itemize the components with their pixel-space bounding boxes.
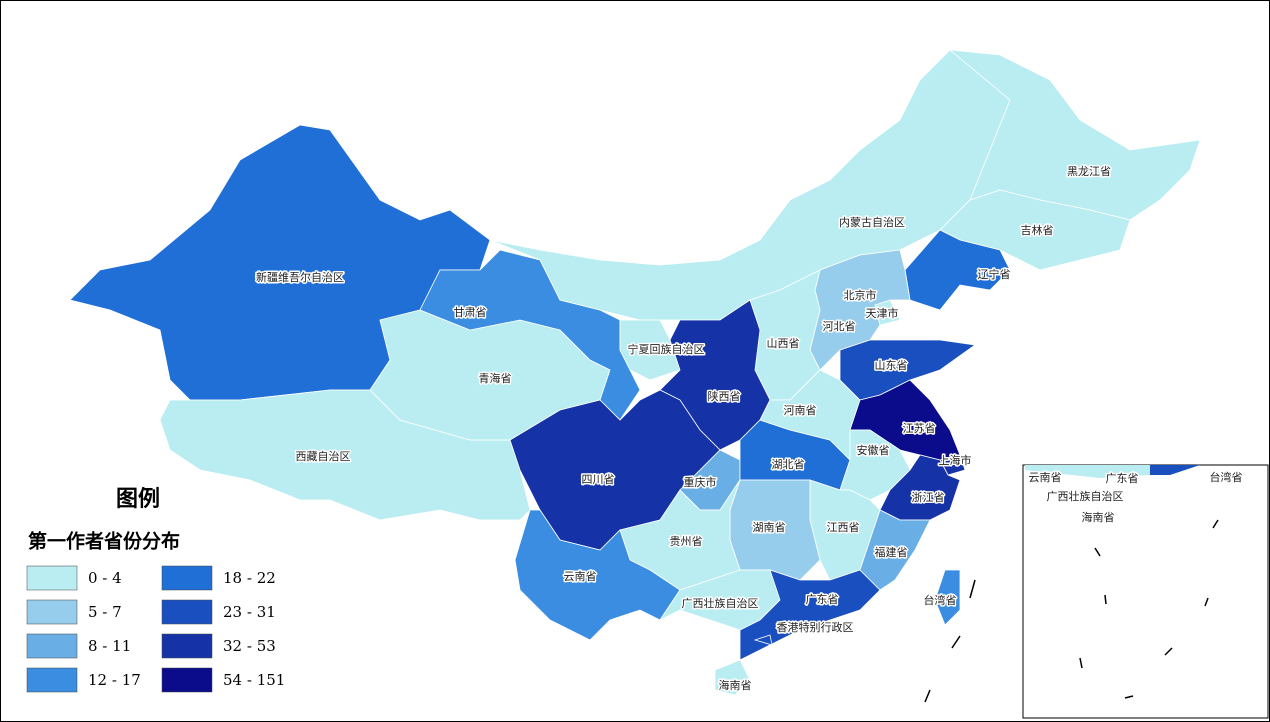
legend-swatch [26, 633, 78, 659]
inset-label: 广东省 [1106, 472, 1139, 485]
province-label: 广东省 [806, 593, 839, 606]
province-label: 江苏省 [903, 422, 936, 435]
province-label: 重庆市 [684, 475, 717, 489]
legend-title: 图例 [116, 487, 160, 512]
province-label: 贵州省 [670, 535, 703, 548]
legend-label: 5 - 7 [88, 603, 122, 621]
inset-frame [1022, 464, 1269, 719]
province [714, 659, 751, 696]
province-label: 云南省 [564, 570, 597, 583]
legend-subtitle: 第一作者省份分布 [28, 530, 180, 553]
inset-label: 台湾省 [1210, 470, 1243, 484]
province [753, 634, 773, 646]
province-label: 上海市 [939, 453, 972, 467]
inset-label: 云南省 [1029, 471, 1062, 484]
legend-label: 18 - 22 [223, 569, 276, 587]
inset-label: 广西壮族自治区 [1047, 489, 1124, 503]
province [948, 49, 1201, 221]
legend-swatch [161, 599, 213, 625]
legend-swatch [26, 667, 78, 693]
province-label: 内蒙古自治区 [839, 215, 905, 229]
legend-label: 23 - 31 [223, 603, 276, 621]
inset-label: 海南省 [1082, 510, 1115, 524]
provinces [69, 49, 1201, 696]
legend-label: 54 - 151 [223, 671, 285, 689]
legend-label: 8 - 11 [88, 637, 131, 655]
legend-label: 12 - 17 [88, 671, 141, 689]
province-label: 黑龙江省 [1067, 165, 1111, 178]
legend-label: 0 - 4 [88, 569, 122, 587]
province [619, 319, 681, 381]
province-label: 香港特别行政区 [777, 620, 854, 634]
province-label: 台湾省 [924, 593, 957, 607]
legend-label: 32 - 53 [223, 637, 276, 655]
province-label: 四川省 [582, 473, 615, 486]
province-label: 广西壮族自治区 [682, 596, 759, 610]
province [859, 509, 931, 591]
province-label: 湖北省 [772, 458, 805, 471]
province-label: 海南省 [719, 678, 752, 692]
legend-swatch [161, 667, 213, 693]
province [839, 429, 911, 501]
province-label: 山西省 [767, 337, 800, 350]
province [739, 569, 881, 661]
province [839, 339, 977, 401]
province-label: 西藏自治区 [296, 449, 351, 463]
province-label: 新疆维吾尔自治区 [256, 270, 344, 284]
province-label: 江西省 [827, 521, 860, 534]
legend-swatch [26, 599, 78, 625]
province-label: 天津市 [866, 306, 899, 320]
province-label: 甘肃省 [454, 306, 487, 319]
province-label: 宁夏回族自治区 [628, 342, 705, 356]
legend-swatch [26, 565, 78, 591]
province-label: 辽宁省 [978, 267, 1011, 281]
province [514, 509, 681, 641]
sea-dashes [924, 579, 976, 703]
province-label: 河南省 [784, 404, 817, 417]
legend-swatch [161, 633, 213, 659]
province [934, 569, 961, 626]
province-label: 吉林省 [1021, 223, 1054, 237]
province-label: 青海省 [479, 371, 512, 385]
legend-swatch [161, 565, 213, 591]
legend: 0 - 4 5 - 7 8 - 11 12 - 17 18 - 22 23 - 31 32 … [26, 565, 285, 693]
inset-islands [1025, 465, 1219, 699]
province-label: 湖南省 [753, 521, 786, 534]
province-label: 陕西省 [708, 389, 741, 403]
province-label: 河北省 [823, 320, 856, 333]
province-label: 山东省 [875, 359, 908, 372]
province-label: 福建省 [875, 545, 908, 559]
province-label: 安徽省 [857, 443, 890, 457]
province-label: 北京市 [844, 288, 877, 302]
province-label: 浙江省 [912, 491, 945, 504]
